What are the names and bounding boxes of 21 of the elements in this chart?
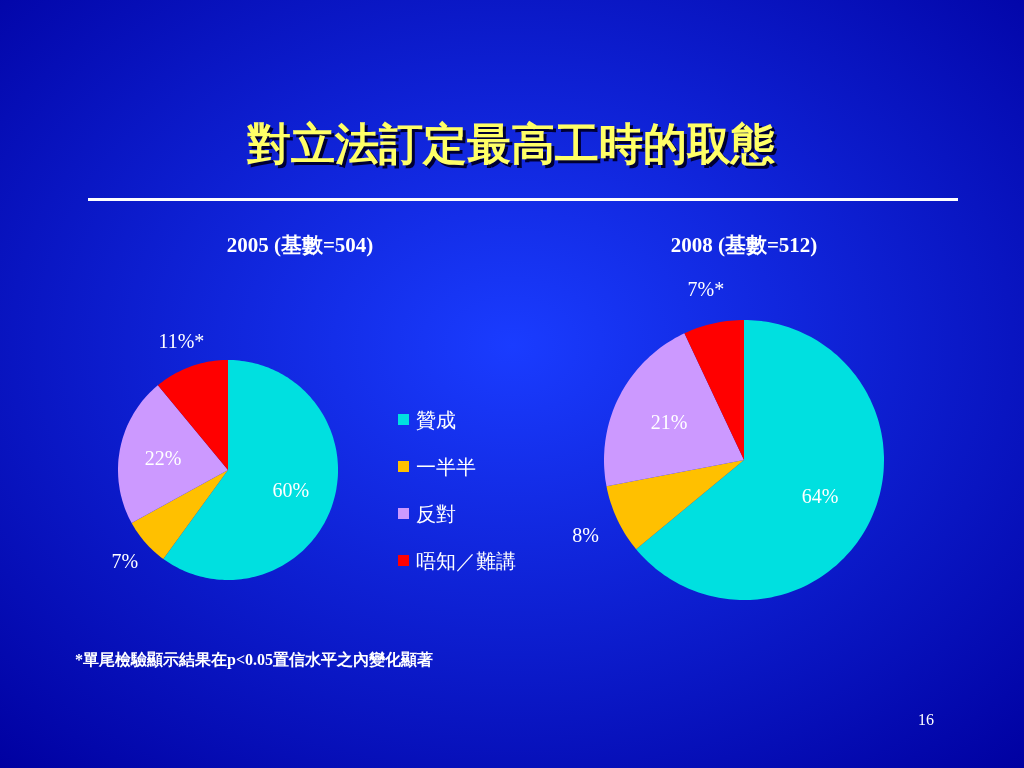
- legend-label: 一半半: [416, 456, 476, 478]
- legend-label: 反對: [416, 503, 456, 525]
- chart-title: 對立法訂定最高工時的取態: [249, 123, 778, 172]
- chart-subtitle: 2008 (基數=512): [670, 233, 818, 257]
- pie-slice: [606, 460, 744, 550]
- chart-subtitle: 2005 (基數=504): [226, 233, 374, 257]
- data-label: 60%: [272, 479, 310, 502]
- pie-slice: [118, 385, 228, 523]
- data-label: 21%: [650, 410, 688, 433]
- data-label: 22%: [144, 446, 182, 469]
- data-label: 7%: [111, 549, 139, 572]
- data-label: 11%*: [158, 329, 205, 352]
- text: *單尾檢驗顯示結果在p<0.05置信水平之內變化顯著: [75, 651, 434, 669]
- data-label: 7%*: [687, 278, 725, 301]
- data-label: 64%: [801, 484, 839, 507]
- pie-slice: [604, 333, 744, 487]
- data-label: 8%: [572, 523, 599, 546]
- legend-label: 贊成: [416, 409, 456, 431]
- legend-label: 唔知／難講: [416, 550, 516, 572]
- pie-slice: [636, 320, 884, 600]
- text: 16: [918, 711, 934, 728]
